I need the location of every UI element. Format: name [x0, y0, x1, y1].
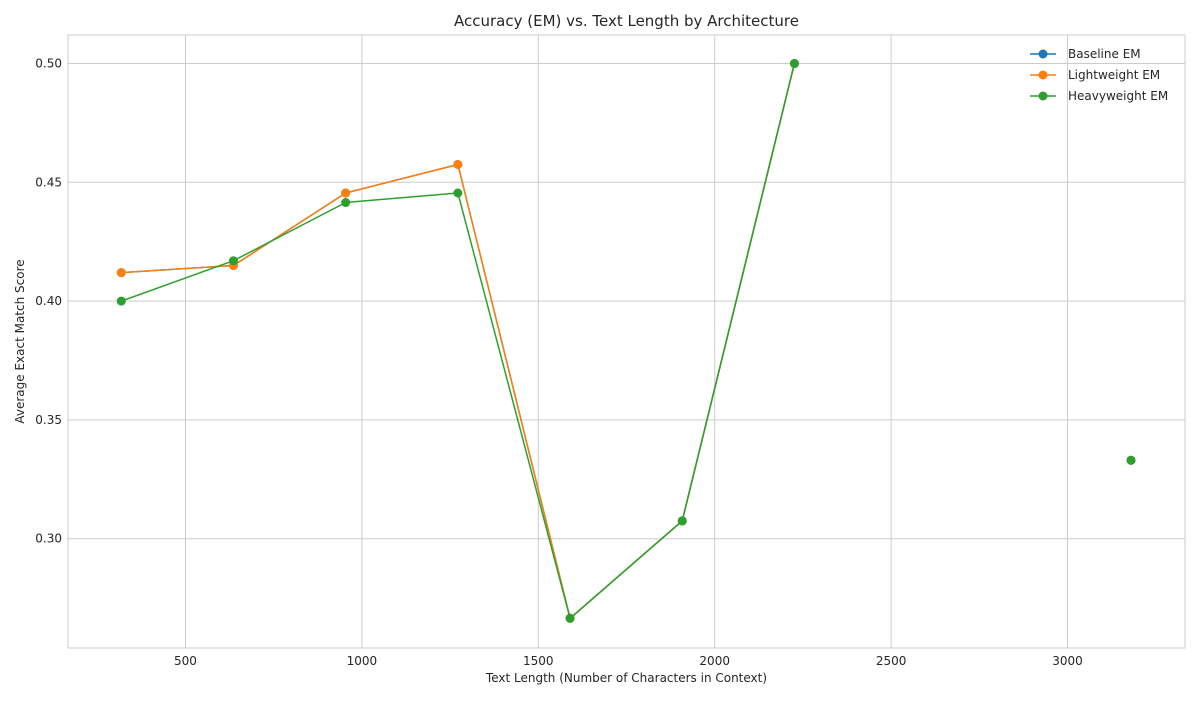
data-point — [453, 188, 463, 198]
chart-title: Accuracy (EM) vs. Text Length by Archite… — [454, 12, 799, 30]
x-axis-label: Text Length (Number of Characters in Con… — [485, 671, 767, 685]
data-point — [341, 198, 351, 208]
legend-marker — [1038, 91, 1048, 101]
y-tick-label: 0.45 — [35, 175, 62, 189]
y-tick-label: 0.40 — [35, 294, 62, 308]
legend-marker — [1038, 70, 1048, 80]
x-tick-label: 2500 — [876, 654, 907, 668]
y-axis-label: Average Exact Match Score — [13, 259, 27, 423]
x-tick-label: 1000 — [347, 654, 378, 668]
data-point — [677, 516, 687, 526]
x-tick-label: 2000 — [699, 654, 730, 668]
data-point — [565, 613, 575, 623]
data-point — [116, 296, 126, 306]
x-tick-label: 500 — [174, 654, 197, 668]
data-point — [1126, 455, 1136, 465]
y-tick-label: 0.30 — [35, 532, 62, 546]
data-point — [341, 188, 351, 198]
legend-label: Baseline EM — [1068, 47, 1141, 61]
legend-marker — [1038, 49, 1048, 59]
y-tick-label: 0.35 — [35, 413, 62, 427]
legend: Baseline EM Lightweight EM Heavyweight EM — [1030, 47, 1168, 103]
data-point — [228, 256, 238, 266]
data-point — [116, 268, 126, 278]
y-tick-label: 0.50 — [35, 57, 62, 71]
legend-item: Heavyweight EM — [1030, 89, 1168, 103]
legend-item: Baseline EM — [1030, 47, 1141, 61]
x-tick-label: 1500 — [523, 654, 554, 668]
grid — [68, 35, 1185, 648]
series-heavyweight-em — [116, 59, 1136, 623]
tick-labels: 500 1000 1500 2000 2500 3000 0.30 0.35 0.40 0.45 0… — [35, 57, 1083, 668]
x-tick-label: 3000 — [1052, 654, 1083, 668]
legend-label: Heavyweight EM — [1068, 89, 1168, 103]
legend-label: Lightweight EM — [1068, 68, 1160, 82]
data-point — [789, 59, 799, 69]
plot-frame — [67, 34, 1186, 649]
series — [116, 59, 1136, 623]
data-point — [453, 159, 463, 169]
legend-item: Lightweight EM — [1030, 68, 1160, 82]
